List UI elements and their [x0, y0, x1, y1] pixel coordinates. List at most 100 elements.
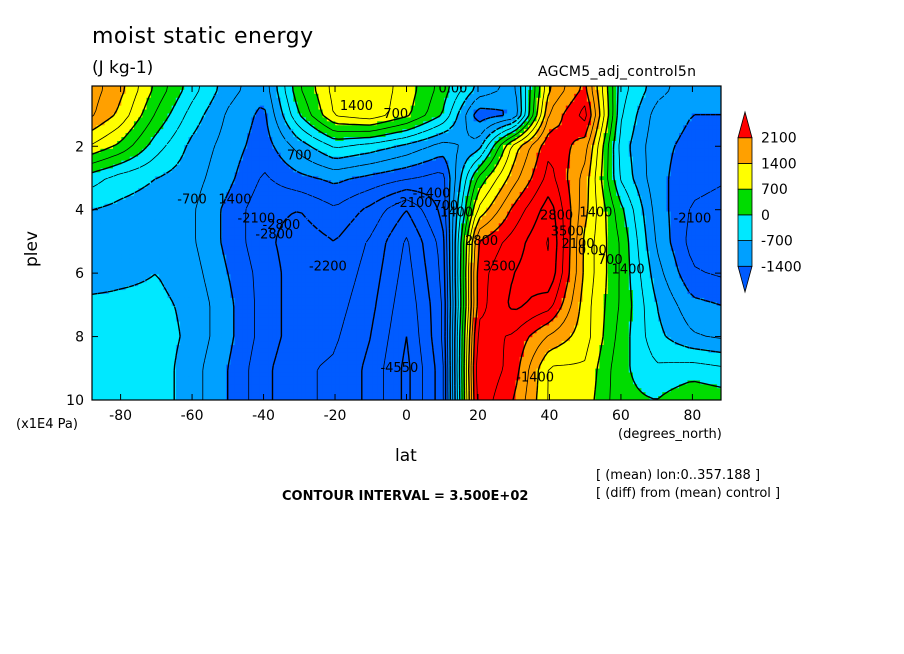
fill-cell — [452, 156, 458, 162]
fill-cell — [456, 195, 462, 201]
fill-cell — [481, 176, 487, 181]
fill-cell — [632, 129, 638, 134]
fill-cell — [104, 160, 110, 166]
fill-cell — [121, 97, 127, 103]
fill-cell — [117, 117, 122, 122]
fill-cell — [645, 172, 651, 177]
fill-cell — [234, 199, 240, 205]
fill-cell — [163, 168, 169, 173]
fill-cell — [133, 180, 139, 185]
fill-cell — [301, 113, 307, 118]
fill-cell — [351, 156, 357, 162]
fill-cell — [662, 211, 668, 217]
fill-cell — [310, 180, 315, 185]
fill-cell — [263, 188, 269, 193]
fill-cell — [461, 97, 466, 103]
fill-cell — [440, 117, 445, 122]
fill-cell — [461, 144, 466, 150]
fill-cell — [201, 101, 206, 107]
fill-cell — [410, 172, 416, 177]
fill-cell — [716, 129, 721, 134]
fill-cell — [268, 207, 273, 213]
fill-cell — [578, 125, 584, 130]
fill-cell — [104, 144, 110, 150]
fill-cell — [368, 184, 374, 189]
fill-cell — [276, 211, 282, 217]
fill-cell — [611, 105, 617, 111]
fill-cell — [92, 215, 97, 221]
fill-cell — [708, 195, 714, 201]
fill-cell — [163, 109, 169, 115]
fill-cell — [234, 195, 240, 201]
fill-cell — [574, 140, 580, 146]
fill-cell — [201, 184, 206, 189]
fill-cell — [591, 207, 596, 213]
fill-cell — [649, 117, 655, 122]
fill-cell — [435, 203, 441, 209]
fill-cell — [381, 172, 387, 177]
fill-cell — [289, 207, 294, 213]
fill-cell — [389, 176, 395, 181]
fill-cell — [372, 97, 378, 103]
run-name: AGCM5_adj_control5n — [538, 64, 697, 80]
fill-cell — [532, 137, 538, 142]
fill-cell — [687, 184, 693, 189]
fill-cell — [494, 211, 500, 217]
fill-cell — [414, 211, 420, 217]
fill-cell — [272, 160, 278, 166]
fill-cell — [159, 184, 164, 189]
fill-cell — [209, 137, 215, 142]
fill-cell — [658, 180, 663, 185]
fill-cell — [381, 184, 387, 189]
fill-cell — [154, 97, 160, 103]
fill-cell — [360, 211, 366, 217]
fill-cell — [498, 93, 504, 99]
fill-cell — [649, 133, 655, 138]
fill-cell — [448, 97, 454, 103]
fill-cell — [196, 125, 202, 130]
fill-cell — [402, 97, 408, 103]
fill-cell — [263, 86, 269, 91]
fill-cell — [351, 207, 357, 213]
fill-cell — [440, 199, 445, 205]
fill-cell — [259, 172, 265, 177]
fill-cell — [133, 168, 139, 173]
fill-cell — [159, 117, 164, 122]
fill-cell — [112, 195, 118, 201]
fill-cell — [234, 117, 240, 122]
fill-cell — [695, 184, 701, 189]
fill-cell — [205, 97, 211, 103]
fill-cell — [238, 109, 244, 115]
fill-cell — [419, 184, 424, 189]
fill-cell — [96, 144, 101, 150]
fill-cell — [146, 89, 152, 95]
fill-cell — [175, 105, 181, 111]
fill-cell — [209, 101, 215, 107]
fill-cell — [343, 144, 349, 150]
fill-cell — [645, 101, 651, 107]
fill-cell — [611, 86, 617, 91]
fill-cell — [393, 137, 399, 142]
fill-cell — [347, 113, 353, 118]
fill-cell — [213, 121, 219, 126]
fill-cell — [603, 109, 609, 115]
fill-cell — [263, 164, 269, 170]
fill-cell — [247, 195, 252, 201]
fill-cell — [586, 109, 592, 115]
fill-cell — [473, 97, 479, 103]
fill-cell — [377, 152, 382, 158]
fill-cell — [708, 137, 714, 142]
fill-cell — [716, 188, 721, 193]
fill-cell — [691, 191, 697, 197]
fill-cell — [670, 117, 676, 122]
fill-cell — [192, 180, 198, 185]
fill-cell — [532, 180, 538, 185]
fill-cell — [427, 152, 433, 158]
fill-cell — [490, 176, 496, 181]
fill-cell — [515, 160, 521, 166]
fill-cell — [616, 152, 621, 158]
fill-cell — [347, 207, 353, 213]
fill-cell — [528, 140, 533, 146]
fill-cell — [549, 180, 554, 185]
fill-cell — [226, 144, 231, 150]
